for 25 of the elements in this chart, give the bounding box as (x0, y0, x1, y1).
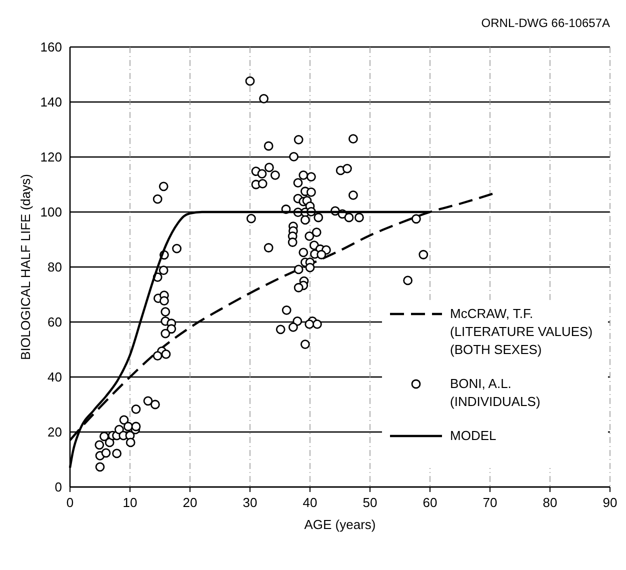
y-tick-label: 40 (48, 370, 62, 384)
x-axis-title: AGE (years) (304, 517, 376, 532)
y-tick-label: 60 (48, 314, 62, 330)
x-tick-label: 90 (602, 495, 618, 510)
text: ORNL-DWG 66-10657A (481, 16, 610, 30)
x-tick-label: 40 (302, 495, 318, 510)
y-tick-label: 100 (40, 204, 62, 220)
y-tick-label: 140 (40, 94, 62, 110)
y-tick-label: 0 (54, 480, 62, 494)
x-tick-label: 20 (182, 495, 198, 510)
x-tick-label: 50 (362, 495, 378, 510)
x-tick-label: 70 (482, 495, 498, 510)
legend-label: MODEL (450, 428, 496, 443)
y-tick-label: 160 (40, 40, 62, 54)
x-tick-label: 80 (542, 495, 558, 510)
y-tick-label: 120 (40, 150, 62, 164)
y-tick-label: 20 (48, 424, 62, 440)
y-tick-label: 80 (48, 260, 62, 274)
x-tick-label: 30 (242, 495, 258, 510)
x-tick-label: 0 (66, 495, 74, 510)
legend-label: McCRAW, T.F. (LITERATURE VALUES) (BOTH SEXES) (450, 306, 593, 357)
x-tick-label: 10 (122, 495, 138, 510)
x-tick-label: 60 (422, 495, 438, 510)
y-axis-title: BIOLOGICAL HALF LIFE (days) (18, 174, 33, 360)
legend-label: BONI, A.L. (INDIVIDUALS) (450, 376, 540, 409)
